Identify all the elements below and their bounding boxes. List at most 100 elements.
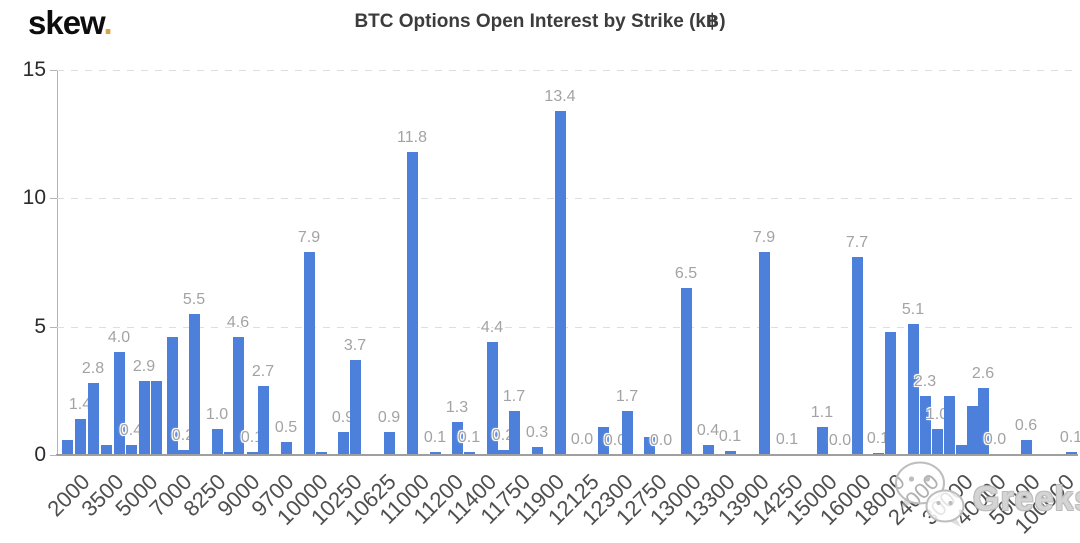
bar[interactable] xyxy=(349,360,361,455)
bar[interactable] xyxy=(383,431,395,455)
bar[interactable] xyxy=(931,429,943,455)
bar-value-label: 0.1 xyxy=(457,429,481,447)
bar[interactable] xyxy=(943,395,955,455)
bar-value-label: 1.7 xyxy=(615,388,639,406)
bar[interactable] xyxy=(919,395,931,455)
bar[interactable] xyxy=(74,419,86,455)
chart-title: BTC Options Open Interest by Strike (k฿) xyxy=(354,11,726,32)
logo-dot: . xyxy=(103,4,113,41)
bar[interactable] xyxy=(907,324,919,455)
y-tick-mark xyxy=(50,326,57,328)
bar-value-label: 2.3 xyxy=(913,372,937,390)
bar[interactable] xyxy=(87,383,99,455)
bar-value-label: 13.4 xyxy=(544,88,576,106)
bar[interactable] xyxy=(337,431,349,455)
y-tick-mark xyxy=(50,70,57,71)
bar[interactable] xyxy=(113,352,125,455)
bar-value-label: 5.5 xyxy=(182,290,206,308)
bar[interactable] xyxy=(177,449,189,455)
logo-text: skew xyxy=(28,4,105,41)
bar-value-label: 0.0 xyxy=(603,431,627,449)
bar-value-label: 0.1 xyxy=(775,430,799,448)
bar[interactable] xyxy=(1020,439,1032,455)
bar-value-label: 4.0 xyxy=(107,329,131,347)
bar-value-label: 2.9 xyxy=(132,357,156,375)
bar[interactable] xyxy=(816,426,828,455)
bar-value-label: 0.3 xyxy=(525,424,549,442)
gridline xyxy=(57,70,1075,71)
bar-value-label: 3.7 xyxy=(343,337,367,355)
x-axis-line xyxy=(56,454,1078,456)
bar-value-label: 1.1 xyxy=(810,403,834,421)
bar[interactable] xyxy=(100,444,112,455)
bar[interactable] xyxy=(138,380,150,455)
bar[interactable] xyxy=(851,257,863,455)
bar[interactable] xyxy=(1065,452,1077,455)
y-tick-mark xyxy=(50,198,57,200)
wechat-icon xyxy=(895,461,965,527)
bar[interactable] xyxy=(497,449,509,455)
skew-logo: skew. xyxy=(28,4,113,42)
bar-value-label: 4.6 xyxy=(226,313,250,331)
y-tick-label: 0 xyxy=(34,443,46,466)
bar[interactable] xyxy=(150,380,162,455)
bar-value-label: 0.1 xyxy=(718,428,742,446)
bar[interactable] xyxy=(211,429,223,455)
bar[interactable] xyxy=(406,152,418,455)
y-axis-line xyxy=(57,70,58,455)
bar[interactable] xyxy=(531,447,543,455)
bar-value-label: 6.5 xyxy=(674,265,698,283)
bar[interactable] xyxy=(680,288,692,455)
bar-value-label: 11.8 xyxy=(397,129,427,147)
bar[interactable] xyxy=(872,452,884,455)
bar-value-label: 5.1 xyxy=(901,301,925,319)
bar-value-label: 0.4 xyxy=(696,421,720,439)
y-tick-mark xyxy=(50,455,57,456)
bar-value-label: 1.7 xyxy=(502,388,526,406)
y-tick-label: 5 xyxy=(34,314,46,338)
bar-value-label: 1.0 xyxy=(925,406,949,424)
bar[interactable] xyxy=(724,451,736,455)
bar-value-label: 1.3 xyxy=(445,398,469,416)
bar-value-label: 7.7 xyxy=(845,234,869,252)
bar[interactable] xyxy=(451,421,463,455)
bar[interactable] xyxy=(643,437,655,455)
bar[interactable] xyxy=(966,406,978,455)
bar[interactable] xyxy=(621,411,633,455)
watermark: Greeks xyxy=(893,458,1080,530)
bar[interactable] xyxy=(223,452,235,455)
bar[interactable] xyxy=(280,442,292,455)
plot-area: 1.4 2.8 4.0 0.4 2.9 0.2 5.5 1.0 4.6 0.1 2.7 0.5 7.9 0… xyxy=(56,70,1080,456)
bar[interactable] xyxy=(315,452,327,455)
bar[interactable] xyxy=(463,452,475,455)
bar[interactable] xyxy=(554,111,566,455)
bar[interactable] xyxy=(246,452,258,455)
bar-value-label: 0.4 xyxy=(119,421,143,439)
bar[interactable] xyxy=(125,444,137,455)
bar-value-label: 0.1 xyxy=(1059,429,1080,447)
bar-value-label: 2.7 xyxy=(251,362,275,380)
bar[interactable] xyxy=(955,444,967,455)
bar[interactable] xyxy=(188,313,200,455)
bar[interactable] xyxy=(597,426,609,455)
bar-value-label: 0.0 xyxy=(828,431,852,449)
bar-value-label: 1.0 xyxy=(205,406,229,424)
y-tick-label: 15 xyxy=(22,58,46,81)
bar[interactable] xyxy=(303,252,315,455)
watermark-text: Greeks xyxy=(973,480,1080,518)
bar[interactable] xyxy=(508,411,520,455)
bar[interactable] xyxy=(429,452,441,455)
bar[interactable] xyxy=(702,444,714,455)
bar[interactable] xyxy=(257,385,269,455)
bar[interactable] xyxy=(977,388,989,455)
bar-value-label: 2.6 xyxy=(971,365,995,383)
bar[interactable] xyxy=(486,342,498,455)
bar[interactable] xyxy=(758,252,770,455)
bar[interactable] xyxy=(166,336,178,455)
bar-value-label: 4.4 xyxy=(480,319,504,337)
bar[interactable] xyxy=(884,331,896,455)
bar[interactable] xyxy=(232,336,244,455)
bar[interactable] xyxy=(61,439,73,455)
gridline xyxy=(57,198,1075,200)
